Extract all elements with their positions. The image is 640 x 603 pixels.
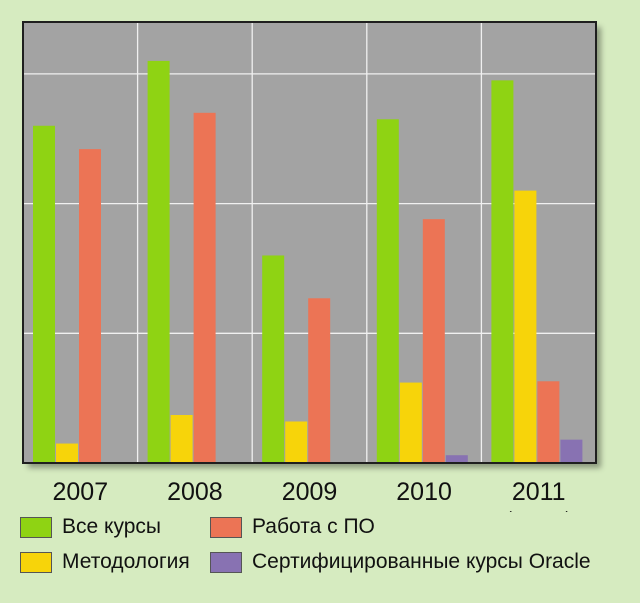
x-tick-note: (прогноз) — [507, 509, 571, 512]
bar-software — [308, 298, 331, 463]
bar-all-courses — [33, 125, 55, 463]
bar-software — [537, 381, 560, 463]
bar-methodology — [285, 421, 308, 463]
bar-all-courses — [491, 80, 514, 463]
legend-swatch-yellow — [20, 551, 52, 573]
bar-all-courses — [376, 119, 399, 463]
x-tick-label: 2010 — [396, 478, 452, 506]
legend-label: Сертифицированные курсы Oracle — [252, 550, 591, 573]
bar-all-courses — [262, 255, 285, 463]
bar-all-courses — [147, 60, 170, 463]
bar-oracle — [445, 455, 468, 463]
chart-legend: Все курсы Работа с ПО Методология Сертиф… — [20, 512, 630, 592]
bar-methodology — [399, 382, 422, 463]
legend-label: Все курсы — [62, 515, 161, 538]
x-tick-label: 2008 — [167, 478, 223, 506]
legend-swatch-orange — [210, 516, 242, 538]
plot-frame — [22, 21, 597, 464]
x-tick-label: 2007 — [52, 478, 108, 506]
legend-item-software: Работа с ПО — [210, 515, 375, 539]
x-tick-label: 2011 — [512, 478, 566, 506]
legend-item-oracle: Сертифицированные курсы Oracle — [210, 550, 591, 574]
legend-swatch-green — [20, 516, 52, 538]
bar-methodology — [56, 443, 78, 463]
bar-oracle — [560, 439, 583, 463]
legend-item-methodology: Методология — [20, 550, 190, 574]
legend-label: Работа с ПО — [252, 515, 375, 538]
legend-swatch-purple — [210, 551, 242, 573]
bar-software — [193, 112, 216, 463]
bar-software — [422, 219, 445, 463]
x-tick-label: 2009 — [282, 478, 338, 506]
bar-software — [79, 149, 101, 464]
bar-methodology — [170, 415, 193, 463]
bar-methodology — [514, 190, 537, 463]
legend-item-all-courses: Все курсы — [20, 515, 161, 539]
legend-label: Методология — [62, 550, 190, 573]
bar-chart: 2007 2008 2009 2010 2011 (прогноз) — [22, 21, 597, 512]
